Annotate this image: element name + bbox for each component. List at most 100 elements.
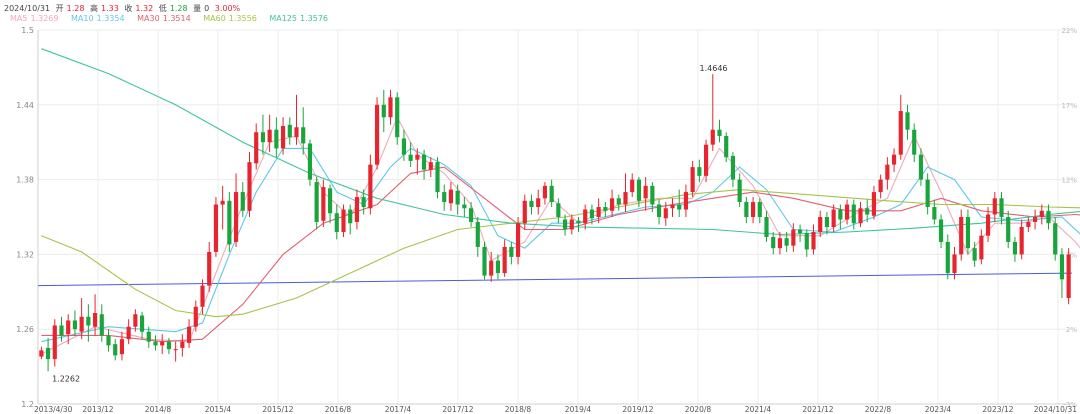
candle-body — [703, 144, 709, 176]
candle-body — [267, 129, 272, 143]
candle-body — [865, 208, 870, 215]
y-tick-label: 1.32 — [16, 250, 34, 259]
candle-body — [918, 154, 924, 180]
candle-body — [381, 104, 386, 118]
candle-body — [274, 129, 279, 149]
candle-body — [603, 207, 608, 211]
candle-body — [838, 209, 843, 220]
candle-body — [1012, 241, 1018, 255]
candle-body — [395, 97, 400, 138]
ma-legend-item-ma60: MA60 1.3556 — [203, 14, 257, 23]
candle-body — [542, 185, 548, 199]
candle-body — [354, 197, 360, 222]
info-open-label: 开 — [55, 4, 64, 13]
candle-body — [133, 314, 138, 327]
candle-body — [777, 238, 783, 249]
candle-body — [898, 111, 903, 155]
candle-body — [804, 233, 809, 250]
x-tick-label: 2021/12 — [802, 405, 833, 414]
candle-body — [556, 203, 561, 217]
candle-body — [442, 192, 447, 203]
x-tick-label: 2013/12 — [82, 405, 113, 414]
candle-body — [905, 112, 910, 130]
candle-body — [227, 200, 232, 245]
candle-body — [858, 208, 863, 224]
ma-line-ma60 — [41, 189, 1080, 318]
candle-body — [153, 341, 158, 346]
candle-body — [744, 202, 749, 217]
info-close-value: 1.32 — [135, 4, 154, 13]
ma125-label: MA125 — [269, 14, 297, 23]
x-tick-label: 2022/8 — [865, 405, 892, 414]
candle-body — [368, 164, 373, 209]
candle-body — [287, 124, 292, 138]
candle-body — [502, 246, 507, 274]
x-tick-label: 2015/4 — [205, 405, 232, 414]
candle-body — [247, 162, 252, 211]
candle-body — [455, 190, 460, 205]
candle-body — [724, 135, 729, 158]
info-low-value: 1.28 — [169, 4, 188, 13]
ma60-label: MA60 — [203, 14, 226, 23]
candle-body — [609, 198, 615, 211]
candle-body — [824, 217, 830, 227]
candle-body — [72, 320, 78, 330]
x-tick-label: 2023/12 — [982, 405, 1013, 414]
candle-body — [240, 192, 245, 211]
candle-body — [254, 132, 259, 164]
candle-body — [139, 315, 145, 332]
candle-body — [730, 155, 736, 180]
candle-body — [562, 219, 568, 230]
y-tick-label: 1.2 — [21, 400, 34, 409]
candle-body — [670, 204, 675, 209]
candle-body — [549, 185, 554, 203]
candle-body — [1066, 254, 1071, 299]
y-tick-label: 1.5 — [21, 26, 34, 35]
x-tick-label: 2019/12 — [622, 405, 653, 414]
candle-body — [1053, 223, 1058, 255]
ma-legend-item-ma10: MA10 1.3354 — [71, 14, 125, 23]
candle-body — [938, 219, 944, 242]
candle-body — [186, 326, 192, 343]
candle-body — [677, 204, 682, 210]
x-tick-label: 2021/4 — [745, 405, 772, 414]
candle-body — [327, 188, 333, 214]
candle-body — [1032, 217, 1038, 222]
candle-body — [791, 229, 796, 246]
candle-body — [831, 209, 836, 227]
candle-body — [1019, 226, 1024, 255]
candle-body — [126, 326, 131, 340]
candle-body — [536, 198, 541, 208]
info-close-label: 收 — [124, 4, 133, 13]
ma-legend-item-ma125: MA125 1.3576 — [269, 14, 328, 23]
candle-body — [623, 192, 628, 205]
right-tick-label: -3% — [1063, 401, 1077, 409]
x-tick-label: 2018/8 — [505, 405, 532, 414]
candle-body — [92, 312, 98, 327]
x-tick-label: 2016/8 — [325, 405, 352, 414]
x-tick-label: 2014/8 — [145, 405, 172, 414]
candle-body — [374, 104, 380, 165]
candle-body — [475, 221, 480, 247]
candle-body — [1006, 217, 1011, 242]
candle-body — [361, 197, 366, 208]
candle-body — [448, 189, 454, 204]
candle-body — [643, 185, 648, 199]
candle-body — [1026, 221, 1031, 227]
ma125-value: 1.3576 — [300, 14, 328, 23]
candle-body — [415, 154, 420, 160]
y-tick-label: 1.38 — [16, 176, 34, 185]
candle-body — [200, 285, 205, 307]
ma-legend: MA5 1.3269 MA10 1.3354 MA30 1.3514 MA60 1.35… — [10, 14, 338, 23]
ma5-value: 1.3269 — [30, 14, 59, 23]
candle-body — [992, 198, 997, 215]
x-tick-label: 2013/4/30 — [34, 405, 73, 414]
candle-body — [321, 187, 326, 221]
candle-body — [260, 132, 266, 143]
candle-body — [771, 236, 776, 249]
ma30-value: 1.3514 — [162, 14, 191, 23]
candle-body — [529, 200, 534, 208]
candle-body — [146, 331, 151, 342]
candle-body — [878, 179, 883, 193]
